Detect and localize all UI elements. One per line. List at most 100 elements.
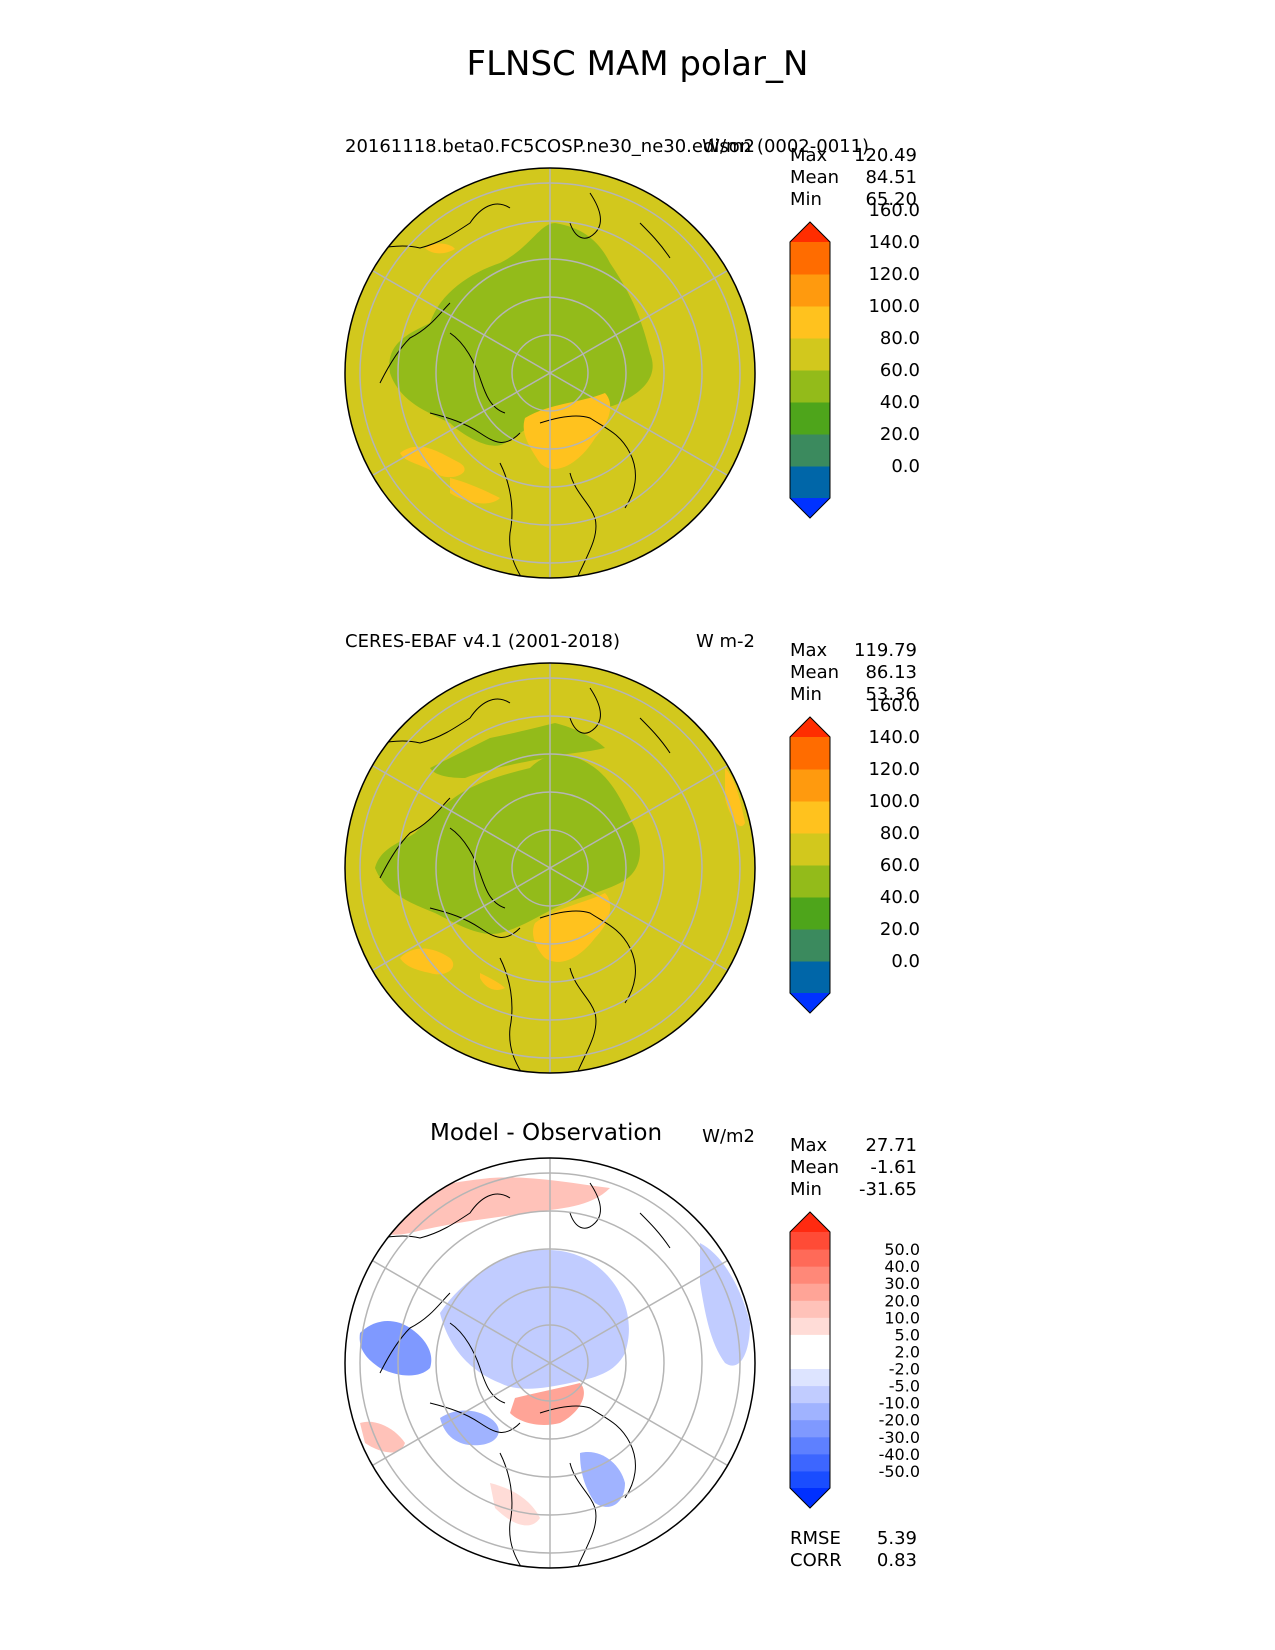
orange-region-siberia	[400, 446, 465, 478]
colorbar-tick-label: 80.0	[880, 328, 920, 349]
map-boundary	[344, 662, 756, 1074]
colorbar-tick-label: 120.0	[868, 264, 920, 285]
colorbar-extension-bottom	[790, 498, 830, 518]
orange-region-central-asia	[480, 973, 505, 990]
colorbar-tick-label: 40.0	[880, 392, 920, 413]
colorbar-segment	[790, 434, 830, 467]
light-blue-region-arctic	[440, 1249, 629, 1389]
coastlines	[359, 192, 671, 578]
panel-2-mean-value: 86.13	[865, 662, 917, 683]
panel-2-max-value: 119.79	[854, 640, 917, 661]
rmse-value: 5.39	[876, 1528, 917, 1549]
colorbar-tick-label: 5.0	[895, 1325, 920, 1344]
colorbar-outline	[789, 716, 831, 1014]
panel-3-max-value: 27.71	[865, 1135, 917, 1156]
colorbar-tick-label: -5.0	[889, 1377, 920, 1396]
colorbar-tick-label: -20.0	[879, 1411, 920, 1430]
map-boundary	[344, 1157, 756, 1569]
colorbar-segment	[790, 801, 830, 834]
colorbar-segment	[790, 466, 830, 499]
green-region	[389, 223, 653, 446]
panel-2-map	[344, 662, 756, 1074]
colorbar-tick-label: 120.0	[868, 759, 920, 780]
colorbar-segment	[790, 1453, 830, 1472]
green-region-north	[430, 723, 605, 778]
colorbar-segment	[790, 1300, 830, 1318]
colorbar-tick-label: 50.0	[884, 1240, 920, 1259]
coastlines	[359, 687, 671, 1073]
colorbar-tick-label: 100.0	[868, 296, 920, 317]
colorbar-extension-top	[790, 222, 830, 242]
colorbar-segment	[790, 737, 830, 770]
colorbar-tick-label: -40.0	[879, 1445, 920, 1464]
rmse-label: RMSE	[790, 1528, 841, 1549]
panel-1-min-label: Min	[790, 189, 822, 210]
green-region	[375, 754, 640, 934]
colorbar-tick-label: 10.0	[884, 1308, 920, 1327]
panel-3-colorbar: -50.0-40.0-30.0-20.0-10.0-5.0-2.02.05.01…	[789, 1211, 920, 1509]
colorbar-tick-label: 160.0	[868, 200, 920, 221]
colorbar-segment	[790, 833, 830, 866]
colorbar-tick-label: 20.0	[880, 424, 920, 445]
colorbar-segment	[790, 274, 830, 307]
colorbar-tick-label: 140.0	[868, 232, 920, 253]
panel-2-mean-label: Mean	[790, 662, 840, 683]
panel-3-center-title: Model - Observation	[430, 1120, 663, 1146]
orange-region-siberia	[400, 948, 454, 975]
colorbar-segment	[790, 769, 830, 802]
colorbar-tick-label: 100.0	[868, 791, 920, 812]
panel-1-max-value: 120.49	[854, 145, 917, 166]
panel-1-left-title: 20161118.beta0.FC5COSP.ne30_ne30.edison …	[345, 136, 870, 157]
colorbar-segment	[790, 306, 830, 339]
colorbar-segment	[790, 1232, 830, 1250]
orange-region-alaska	[425, 243, 455, 254]
panel-1-min-value: 65.20	[865, 189, 917, 210]
colorbar-tick-label: -2.0	[889, 1360, 920, 1379]
corr-label: CORR	[790, 1550, 842, 1571]
colorbar-tick-label: 40.0	[884, 1257, 920, 1276]
blue-region-southwest	[440, 1410, 499, 1446]
colorbar-extension-bottom	[790, 993, 830, 1013]
graticule	[359, 663, 741, 1073]
colorbar-segment	[790, 338, 830, 371]
colorbar-tick-label: 2.0	[895, 1342, 920, 1361]
panel-2-left-title: CERES-EBAF v4.1 (2001-2018)	[345, 631, 621, 652]
colorbar-tick-label: 140.0	[868, 727, 920, 748]
corr-value: 0.83	[876, 1550, 917, 1571]
colorbar-segment	[790, 1283, 830, 1301]
colorbar-tick-label: 160.0	[868, 695, 920, 716]
map-boundary	[344, 167, 756, 579]
colorbar-segment	[790, 1317, 830, 1335]
graticule	[359, 168, 741, 578]
figure-title: FLNSC MAM polar_N	[466, 44, 809, 84]
orange-region-europe	[523, 393, 611, 469]
colorbar-extension-top	[790, 1212, 830, 1232]
colorbar-extension-bottom	[790, 1488, 830, 1508]
colorbar-segment	[790, 961, 830, 994]
colorbar-segment	[790, 402, 830, 435]
colorbar-tick-label: 0.0	[891, 456, 920, 477]
panel-3-mean-value: -1.61	[870, 1157, 917, 1178]
colorbar-tick-label: 60.0	[880, 855, 920, 876]
colorbar-tick-label: 40.0	[880, 887, 920, 908]
panel-1-map	[344, 167, 756, 579]
graticule	[359, 1158, 741, 1568]
panel-1-units: W/m2	[702, 136, 755, 157]
panel-1-colorbar: 0.0 20.0 40.0 60.0 80.0 100.0 120.0 140.0 160.0	[789, 200, 920, 519]
panel-2-min-label: Min	[790, 684, 822, 705]
colorbar-segment	[790, 1436, 830, 1455]
panel-1-mean-label: Mean	[790, 167, 840, 188]
colorbar-segment	[790, 1334, 830, 1352]
colorbar-segment	[790, 242, 830, 275]
colorbar-tick-label: 80.0	[880, 823, 920, 844]
panel-1-max-label: Max	[790, 145, 828, 166]
panel-3-max-label: Max	[790, 1135, 828, 1156]
colorbar-segment	[790, 1249, 830, 1267]
panel-3-units: W/m2	[702, 1126, 755, 1147]
colorbar-extension-top	[790, 717, 830, 737]
colorbar-outline	[789, 221, 831, 519]
panel-2-colorbar: 0.0 20.0 40.0 60.0 80.0 100.0 120.0 140.0 160.0	[789, 695, 920, 1014]
panel-3-min-value: -31.65	[858, 1179, 917, 1200]
colorbar-tick-label: -50.0	[879, 1462, 920, 1481]
colorbar-segment	[790, 1470, 830, 1489]
